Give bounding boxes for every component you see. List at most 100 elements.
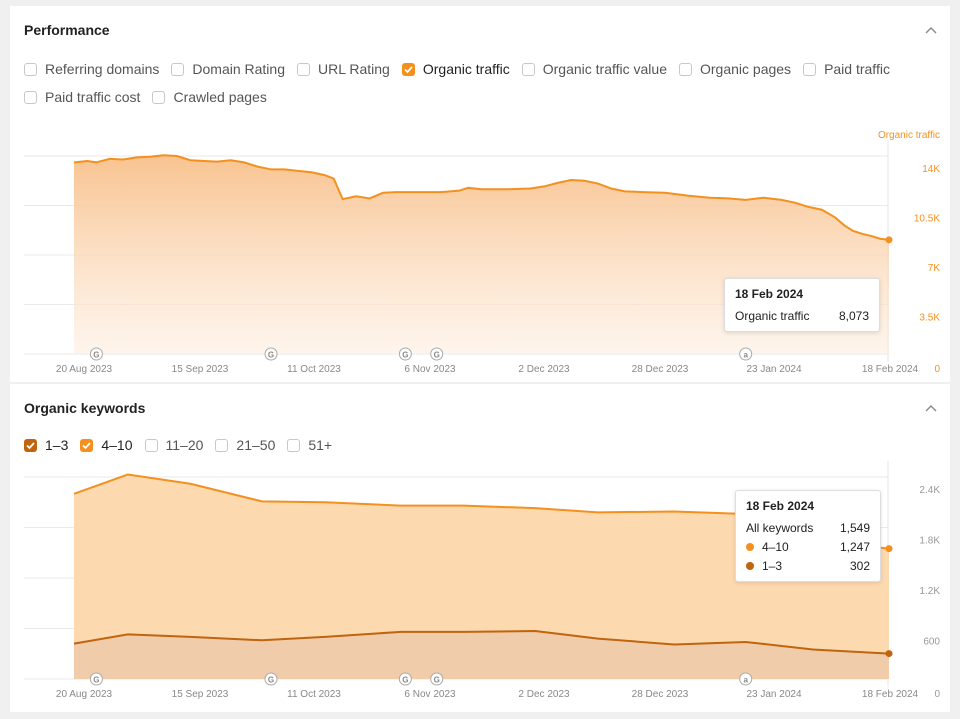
checkbox-checked-icon[interactable]	[401, 62, 415, 76]
series-dot-icon	[746, 562, 754, 570]
annotation-marker-icon[interactable]	[89, 672, 103, 686]
checkbox-crawled-pages[interactable]: Crawled pages	[152, 83, 267, 111]
checkbox-empty-icon[interactable]	[297, 62, 310, 76]
checkbox-label: Organic traffic value	[542, 61, 667, 77]
position-filter-list: 1–3 4–10 11–20 21–50 51+	[24, 431, 924, 459]
metric-checkbox-list: Referring domains Domain Rating URL Rating…	[24, 55, 924, 111]
checkbox-empty-icon[interactable]	[287, 438, 301, 452]
tooltip-row: Organic traffic 8,073	[735, 309, 869, 323]
x-tick-label: 11 Oct 2023	[287, 689, 341, 700]
y-axis-label: Organic traffic	[878, 130, 940, 141]
annotation-marker-label: G	[268, 676, 274, 685]
checkbox-label: Referring domains	[45, 61, 160, 77]
checkbox-empty-icon[interactable]	[215, 438, 229, 452]
checkbox-checked-icon[interactable]	[80, 438, 94, 452]
series-line-1-3	[73, 630, 890, 655]
x-tick-label: 6 Nov 2023	[404, 689, 456, 700]
checkbox-url-rating[interactable]: URL Rating	[297, 55, 390, 83]
x-tick-label: 28 Dec 2023	[632, 364, 689, 375]
x-tick-label: 18 Feb 2024	[862, 364, 919, 375]
y-tick-label: 7K	[928, 263, 941, 274]
series-end-point	[885, 650, 893, 658]
checkbox-empty-icon[interactable]	[144, 438, 158, 452]
checkbox-11-20[interactable]: 11–20	[144, 431, 203, 459]
annotation-marker-label: a	[743, 351, 748, 360]
annotation-marker-icon[interactable]	[89, 347, 103, 361]
checkbox-label: 4–10	[101, 437, 133, 453]
checkbox-empty-icon[interactable]	[152, 90, 166, 104]
checkbox-label: Organic traffic	[422, 61, 510, 77]
annotation-marker-icon[interactable]	[430, 347, 444, 361]
checkbox-4-10[interactable]: 4–10	[80, 431, 133, 459]
series-end-point	[885, 545, 893, 553]
checkbox-label: Paid traffic	[824, 61, 890, 77]
checkbox-empty-icon[interactable]	[803, 62, 817, 76]
checkbox-organic-traffic[interactable]: Organic traffic	[401, 55, 510, 83]
x-tick-label: 15 Sep 2023	[172, 364, 229, 375]
annotation-marker-icon[interactable]	[739, 672, 753, 686]
checkbox-paid-traffic-cost[interactable]: Paid traffic cost	[24, 83, 140, 111]
chevron-up-icon[interactable]	[924, 24, 938, 38]
tooltip-series-label: All keywords	[746, 521, 814, 535]
checkbox-21-50[interactable]: 21–50	[215, 431, 275, 459]
checkbox-organic-traffic-value[interactable]: Organic traffic value	[521, 55, 667, 83]
x-tick-label: 18 Feb 2024	[862, 689, 919, 700]
annotation-marker-icon[interactable]	[264, 347, 278, 361]
y-tick-label: 3.5K	[919, 313, 940, 324]
y-tick-label: 600	[923, 637, 940, 648]
tooltip-row: All keywords 1,549	[746, 521, 870, 535]
x-tick-label: 20 Aug 2023	[56, 689, 113, 700]
chevron-up-icon[interactable]	[924, 402, 938, 416]
organic-keywords-title: Organic keywords	[24, 400, 146, 416]
annotation-marker-label: G	[402, 676, 408, 685]
checkbox-label: Crawled pages	[173, 89, 267, 105]
tooltip-metric-value: 8,073	[838, 309, 869, 323]
checkbox-checked-icon[interactable]	[24, 438, 37, 452]
checkbox-referring-domains[interactable]: Referring domains	[24, 55, 159, 83]
tooltip-date: 18 Feb 2024	[735, 287, 804, 301]
checkbox-domain-rating[interactable]: Domain Rating	[171, 55, 285, 83]
x-tick-label: 2 Dec 2023	[518, 689, 570, 700]
keywords-tooltip: 18 Feb 2024 All keywords 1,549 4–10 1,247 1–…	[735, 490, 881, 582]
checkbox-1-3[interactable]: 1–3	[24, 431, 68, 459]
annotation-marker-icon[interactable]	[430, 672, 444, 686]
checkbox-51[interactable]: 51+	[287, 431, 332, 459]
annotation-marker-icon[interactable]	[264, 672, 278, 686]
checkbox-label: Organic pages	[700, 61, 792, 77]
tooltip-series-label: 1–3	[762, 559, 783, 573]
tooltip-row: 4–10 1,247	[746, 540, 870, 554]
checkbox-empty-icon[interactable]	[24, 90, 37, 104]
performance-card: Performance Referring domains Domain Rati…	[10, 6, 950, 382]
x-tick-label: 6 Nov 2023	[404, 364, 456, 375]
checkbox-empty-icon[interactable]	[24, 62, 37, 76]
checkbox-paid-traffic[interactable]: Paid traffic	[803, 55, 890, 83]
annotation-marker-icon[interactable]	[398, 672, 412, 686]
y-tick-label: 0	[934, 689, 940, 700]
x-tick-label: 2 Dec 2023	[518, 364, 570, 375]
annotation-marker-icon[interactable]	[398, 347, 412, 361]
y-tick-label: 10.5K	[914, 214, 940, 225]
organic-keywords-card: Organic keywords 1–3 4–10 11–20 21–50 51+ 2.…	[10, 384, 950, 712]
traffic-tooltip: 18 Feb 2024 Organic traffic 8,073	[724, 278, 880, 332]
tooltip-series-value: 302	[849, 559, 870, 573]
annotation-marker-label: G	[93, 351, 99, 360]
series-end-point	[885, 236, 893, 244]
checkbox-empty-icon[interactable]	[171, 62, 185, 76]
annotation-marker-label: G	[434, 676, 440, 685]
checkbox-empty-icon[interactable]	[679, 62, 692, 76]
x-tick-label: 15 Sep 2023	[172, 689, 229, 700]
x-tick-label: 23 Jan 2024	[746, 364, 801, 375]
checkbox-label: 21–50	[236, 437, 276, 453]
annotation-marker-label: G	[434, 351, 440, 360]
y-tick-label: 0	[934, 364, 940, 375]
annotation-marker-icon[interactable]	[739, 347, 753, 361]
checkbox-empty-icon[interactable]	[521, 62, 535, 76]
checkbox-label: 1–3	[45, 437, 69, 453]
y-tick-label: 1.2K	[919, 586, 940, 597]
y-tick-label: 2.4K	[919, 485, 940, 496]
annotation-marker-label: a	[743, 676, 748, 685]
series-area-4-10	[74, 474, 889, 654]
checkbox-organic-pages[interactable]: Organic pages	[679, 55, 791, 83]
